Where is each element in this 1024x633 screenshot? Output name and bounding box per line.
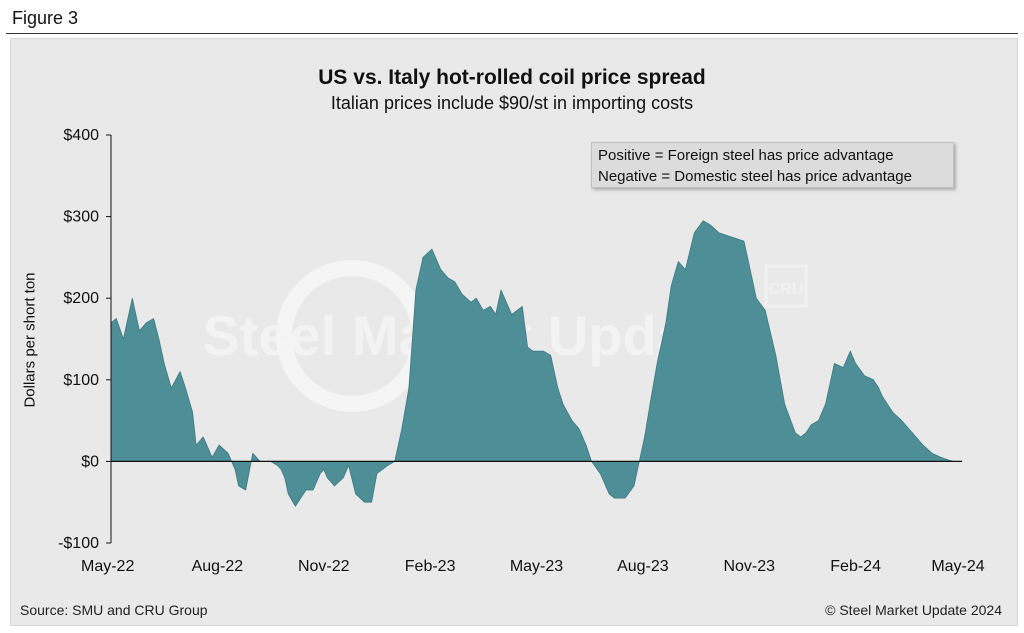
legend-box: Positive = Foreign steel has price advan… [591, 142, 954, 188]
chart-title: US vs. Italy hot-rolled coil price sprea… [318, 66, 706, 89]
chart-subtitle: Italian prices include $90/st in importi… [330, 93, 694, 113]
x-tick-label: May-22 [81, 558, 134, 575]
y-tick-label: $300 [63, 209, 99, 226]
copyright-note: © Steel Market Update 2024 [825, 602, 1002, 618]
y-tick-label: $0 [81, 453, 99, 470]
x-tick-label: Feb-23 [405, 558, 456, 575]
area-fill [110, 220, 963, 507]
y-axis-label: Dollars per short ton [21, 272, 39, 408]
x-tick-label: Nov-22 [298, 558, 350, 575]
x-tick-label: May-23 [510, 558, 563, 575]
tick-labels: -$100 $0 $100 $200 $300 $400 May-22 Aug-22 Nov-2… [58, 127, 985, 575]
area-series [110, 220, 963, 507]
y-tick-label: -$100 [58, 535, 99, 552]
x-tick-label: May-24 [931, 558, 984, 575]
watermark-badge-text: CRU [769, 281, 804, 298]
source-note: Source: SMU and CRU Group [20, 602, 208, 618]
figure-label: Figure 3 [12, 8, 79, 28]
y-tick-label: $100 [63, 372, 99, 389]
y-tick-label: $400 [63, 127, 99, 144]
x-tick-label: Nov-23 [723, 558, 775, 575]
figure-divider [6, 33, 1018, 34]
y-tick-label: $200 [63, 290, 99, 307]
x-tick-label: Aug-23 [617, 558, 669, 575]
x-tick-label: Aug-22 [192, 558, 244, 575]
legend-negative: Negative = Domestic steel has price adva… [598, 168, 912, 185]
watermark-badge [764, 264, 808, 308]
legend-positive: Positive = Foreign steel has price advan… [598, 147, 894, 164]
x-tick-label: Feb-24 [830, 558, 881, 575]
axes [106, 134, 962, 544]
